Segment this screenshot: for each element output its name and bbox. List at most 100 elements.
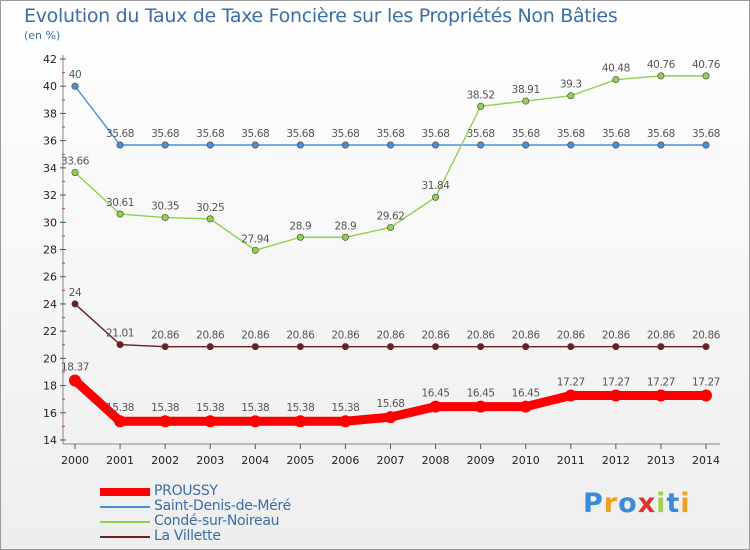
data-label: 35.68	[106, 128, 134, 140]
data-label: 20.86	[692, 330, 721, 342]
data-point	[341, 141, 349, 149]
data-point	[251, 141, 259, 149]
data-label: 20.86	[422, 330, 451, 342]
data-point	[522, 141, 530, 149]
data-label: 29.62	[376, 210, 404, 222]
data-label: 15.38	[106, 402, 134, 414]
data-point	[474, 400, 487, 413]
data-label: 15.38	[331, 402, 359, 414]
data-point	[567, 92, 575, 100]
data-point	[386, 343, 394, 351]
y-tick-label: 30	[43, 216, 57, 229]
logo-letter: P	[583, 488, 604, 519]
x-tick-label: 2012	[602, 454, 630, 467]
data-label: 28.9	[289, 220, 311, 232]
x-tick-label: 2005	[286, 454, 314, 467]
axes: 14 16 18 20 22 24 26 28 30 32 34 36 38 40 42 2000 2001 20…	[43, 53, 720, 467]
data-label: 35.68	[512, 128, 540, 140]
data-label: 30.61	[106, 197, 134, 209]
data-point	[251, 246, 259, 254]
data-label: 30.25	[196, 202, 224, 214]
chart-title: Evolution du Taux de Taxe Foncière sur l…	[24, 5, 618, 27]
data-point	[429, 400, 442, 413]
legend-swatch	[100, 506, 150, 508]
legend-item: PROUSSY	[100, 483, 400, 499]
data-label: 17.27	[692, 377, 720, 389]
y-tick-label: 16	[43, 407, 57, 420]
data-point	[609, 389, 622, 402]
y-tick-label: 34	[43, 162, 57, 175]
y-tick-label: 18	[43, 380, 57, 393]
logo-letter: i	[656, 488, 667, 519]
y-tick-label: 24	[43, 298, 57, 311]
y-tick-label: 28	[43, 244, 57, 257]
y-tick-label: 36	[43, 135, 57, 148]
data-point	[296, 233, 304, 241]
data-point	[432, 141, 440, 149]
data-point	[567, 343, 575, 351]
data-label: 16.45	[467, 388, 495, 400]
x-tick-label: 2014	[692, 454, 720, 467]
y-tick-label: 38	[43, 107, 57, 120]
x-tick-label: 2007	[377, 454, 405, 467]
data-point	[296, 141, 304, 149]
y-tick-label: 22	[43, 325, 57, 338]
data-label: 20.86	[151, 330, 180, 342]
data-label: 30.35	[151, 201, 179, 213]
data-label: 35.68	[151, 128, 179, 140]
legend-label: Saint-Denis-de-Méré	[154, 498, 291, 514]
data-label: 20.86	[647, 330, 676, 342]
data-label: 38.52	[467, 89, 495, 101]
data-label: 39.3	[560, 79, 582, 91]
data-label: 20.86	[557, 330, 586, 342]
data-point	[206, 343, 214, 351]
legend: PROUSSY Saint-Denis-de-Méré Condé-sur-Noir…	[100, 483, 400, 544]
data-label: 35.68	[602, 128, 630, 140]
data-point	[386, 141, 394, 149]
data-label: 40	[69, 69, 82, 81]
data-label: 15.38	[196, 402, 224, 414]
data-point	[161, 343, 169, 351]
logo-letter: x	[637, 488, 657, 519]
data-point	[116, 341, 124, 349]
data-label: 18.37	[61, 362, 89, 374]
data-label: 35.68	[196, 128, 224, 140]
x-tick-label: 2004	[241, 454, 269, 467]
legend-swatch	[100, 536, 150, 538]
data-label: 20.86	[467, 330, 496, 342]
data-point	[71, 168, 79, 176]
data-label: 35.68	[331, 128, 359, 140]
data-point	[477, 141, 485, 149]
data-label: 17.27	[602, 377, 630, 389]
x-tick-label: 2006	[331, 454, 359, 467]
y-tick-label: 26	[43, 271, 57, 284]
data-point	[477, 343, 485, 351]
data-point	[432, 343, 440, 351]
data-label: 15.38	[241, 402, 269, 414]
data-point	[700, 389, 712, 402]
data-point	[612, 76, 620, 84]
data-point	[341, 343, 349, 351]
legend-item: Condé-sur-Noireau	[100, 513, 400, 529]
data-point	[206, 141, 214, 149]
data-point	[702, 141, 710, 149]
data-label: 20.86	[196, 330, 225, 342]
data-point	[161, 141, 169, 149]
data-label: 16.45	[512, 388, 540, 400]
data-point	[161, 214, 169, 222]
data-point	[519, 400, 532, 413]
data-label: 35.68	[422, 128, 450, 140]
data-label: 15.38	[286, 402, 314, 414]
logo-letter: i	[680, 488, 691, 519]
data-label: 31.84	[422, 180, 451, 192]
data-point	[477, 102, 485, 110]
logo-letter: o	[618, 488, 638, 519]
x-tick-label: 2011	[557, 454, 585, 467]
data-label: 20.86	[241, 330, 270, 342]
data-point	[654, 389, 667, 402]
data-point	[657, 72, 665, 80]
data-point	[702, 72, 710, 80]
data-point	[657, 343, 665, 351]
data-point	[432, 193, 440, 201]
logo-letter: t	[666, 488, 681, 519]
